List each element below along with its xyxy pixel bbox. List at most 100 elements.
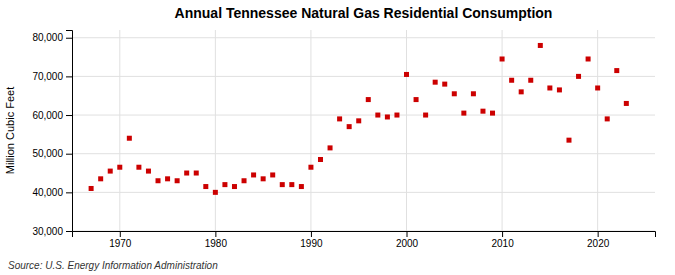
point <box>337 116 342 121</box>
axis-line <box>66 31 73 232</box>
point <box>586 56 591 61</box>
point <box>557 87 562 92</box>
tick-mark <box>598 231 599 237</box>
point <box>461 111 466 116</box>
point <box>175 178 180 183</box>
point <box>509 78 514 83</box>
tick: 2010 <box>491 231 514 249</box>
tick-mark <box>66 38 72 39</box>
tick: 1990 <box>300 231 323 249</box>
tick-label: 2020 <box>587 238 610 249</box>
point <box>328 145 333 150</box>
tick-mark <box>66 76 72 77</box>
point <box>385 114 390 119</box>
points <box>89 43 629 195</box>
point <box>289 182 294 187</box>
tick-label: 2000 <box>396 238 419 249</box>
point <box>452 91 457 96</box>
tick-label: 60,000 <box>32 110 63 121</box>
point <box>108 169 113 174</box>
tick-mark <box>66 115 72 116</box>
point <box>117 165 122 170</box>
tick-mark <box>66 231 72 232</box>
source-note: Source: U.S. Energy Information Administ… <box>8 260 218 271</box>
tick-label: 70,000 <box>32 71 63 82</box>
grid-line <box>119 30 120 231</box>
point <box>394 113 399 118</box>
tick: 1970 <box>109 231 132 249</box>
grid-line <box>310 30 311 231</box>
point <box>251 172 256 177</box>
grid-line <box>72 76 655 77</box>
point <box>280 182 285 187</box>
point <box>347 124 352 129</box>
point <box>232 184 237 189</box>
point <box>89 186 94 191</box>
grid <box>72 30 655 231</box>
point <box>423 113 428 118</box>
point <box>194 171 199 176</box>
point <box>366 97 371 102</box>
point <box>261 176 266 181</box>
point <box>146 169 151 174</box>
tick-label: 2010 <box>491 238 514 249</box>
y-axis: 30,000 40,000 50,000 60,000 70,000 80,000 <box>32 31 72 237</box>
grid-line <box>72 115 655 116</box>
point <box>184 171 189 176</box>
point <box>538 43 543 48</box>
tick-label: 80,000 <box>32 32 63 43</box>
x-axis: 1970 1980 1990 2000 2010 2020 <box>73 231 656 249</box>
point <box>490 111 495 116</box>
point <box>165 176 170 181</box>
grid-line <box>215 30 216 231</box>
point <box>222 182 227 187</box>
point <box>614 68 619 73</box>
grid-line <box>72 153 655 154</box>
point <box>605 116 610 121</box>
point <box>471 91 476 96</box>
tick: 50,000 <box>32 148 72 159</box>
tick-label: 30,000 <box>32 226 63 237</box>
point <box>414 97 419 102</box>
point <box>500 56 505 61</box>
grid-line <box>72 192 655 193</box>
tick-mark <box>120 231 121 237</box>
point <box>595 85 600 90</box>
plot-area: 1970 1980 1990 2000 2010 2020 30,000 40,000 50,0… <box>32 30 655 249</box>
point <box>299 184 304 189</box>
point <box>442 82 447 87</box>
chart: 1970 1980 1990 2000 2010 2020 30,000 40,000 50,0… <box>0 0 675 275</box>
y-axis-title: Million Cubic Feet <box>4 87 16 174</box>
tick-mark <box>311 231 312 237</box>
axis-line <box>73 232 656 238</box>
title: Annual Tennessee Natural Gas Residential… <box>175 5 553 21</box>
point <box>519 89 524 94</box>
point <box>98 176 103 181</box>
grid-line <box>72 37 655 38</box>
point <box>528 78 533 83</box>
tick-label: 1970 <box>109 238 132 249</box>
point <box>127 136 132 141</box>
tick: 1980 <box>205 231 228 249</box>
point <box>624 101 629 106</box>
point <box>547 85 552 90</box>
point <box>270 172 275 177</box>
grid-line <box>406 30 407 231</box>
tick-label: 1990 <box>300 238 323 249</box>
point <box>203 184 208 189</box>
grid-line <box>597 30 598 231</box>
tick: 2000 <box>396 231 419 249</box>
tick-mark <box>66 192 72 193</box>
point <box>356 118 361 123</box>
tick: 70,000 <box>32 71 72 82</box>
point <box>136 165 141 170</box>
tick-label: 1980 <box>205 238 228 249</box>
tick: 2020 <box>587 231 610 249</box>
point <box>433 80 438 85</box>
point <box>404 72 409 77</box>
tick-label: 40,000 <box>32 187 63 198</box>
tick: 30,000 <box>32 226 72 237</box>
tick-mark <box>502 231 503 237</box>
tick: 60,000 <box>32 110 72 121</box>
tick-mark <box>66 154 72 155</box>
